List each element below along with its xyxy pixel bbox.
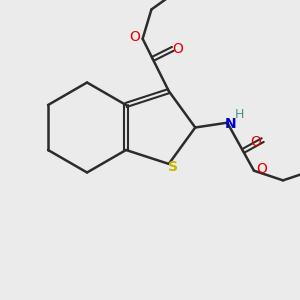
Text: H: H <box>235 108 244 121</box>
Text: N: N <box>224 117 236 131</box>
Text: O: O <box>172 42 183 56</box>
Text: S: S <box>168 160 178 174</box>
Text: O: O <box>256 162 267 176</box>
Text: O: O <box>129 30 140 44</box>
Text: O: O <box>251 135 262 148</box>
